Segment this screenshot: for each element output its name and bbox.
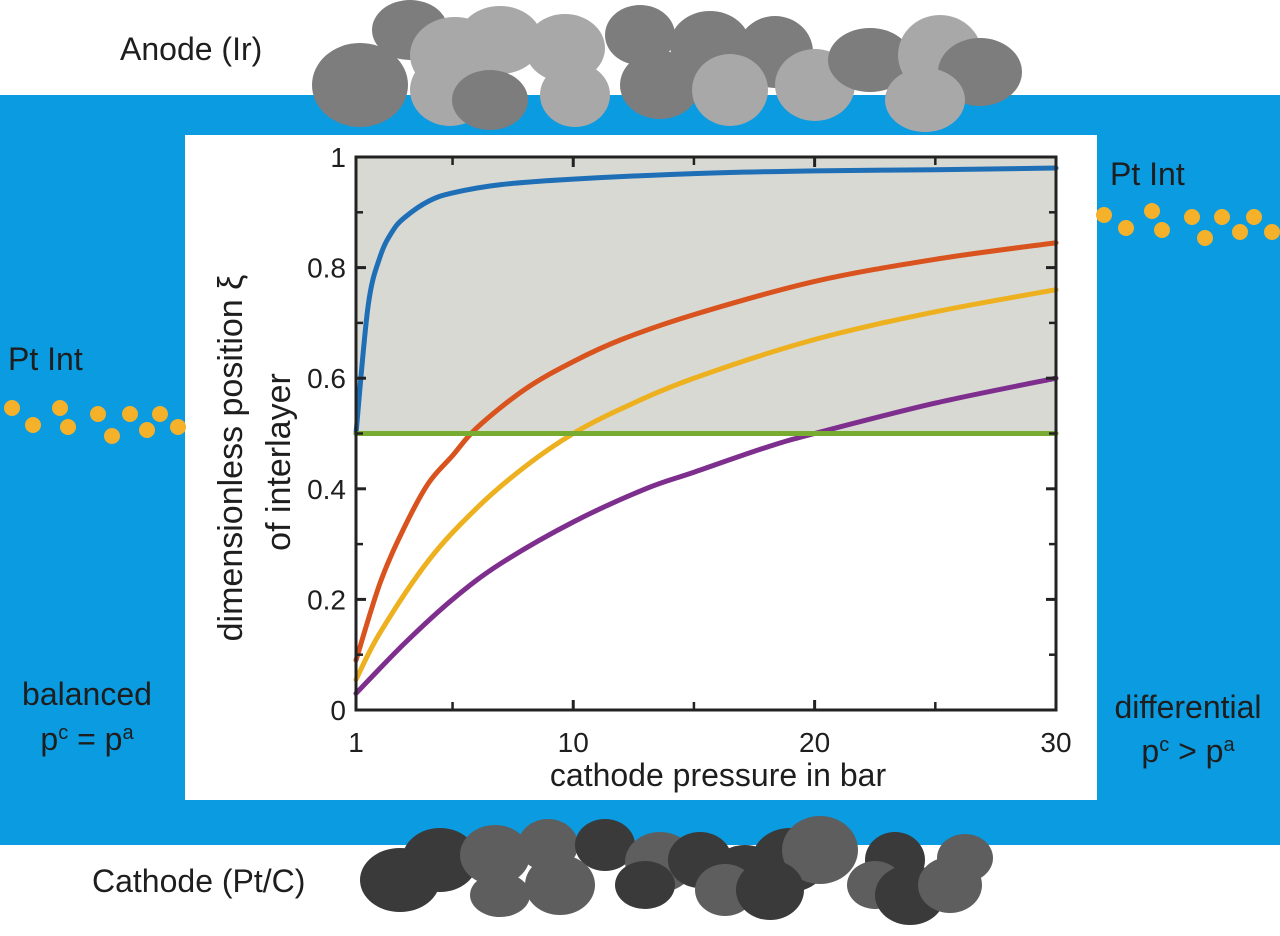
y-tick-label: 1 <box>330 142 346 173</box>
x-tick-label: 1 <box>348 727 364 758</box>
pt-dot <box>52 400 68 416</box>
series-line-orange <box>353 240 1059 663</box>
pt-dot <box>25 417 41 433</box>
chart: 0 0.2 0.4 0.6 0.8 1 1 10 20 30 cathode pressure i… <box>212 142 1072 793</box>
differential-equation: pc > pa <box>1141 733 1235 769</box>
balanced-label: balanced <box>22 676 152 712</box>
series-line-purple <box>353 375 1059 696</box>
anode-particle <box>312 43 408 127</box>
shaded-region <box>356 157 1056 434</box>
pt-dot <box>4 400 20 416</box>
cathode-particle <box>782 816 858 884</box>
y-tick-label: 0.2 <box>307 584 346 615</box>
pt-dot <box>139 422 155 438</box>
anode-particle <box>828 28 912 92</box>
cathode-particle <box>525 855 595 915</box>
series-line-blue <box>353 165 1059 436</box>
cathode-particle <box>918 857 982 913</box>
cathode-particle <box>575 819 635 871</box>
anode-particle <box>452 70 528 130</box>
y-axis-label-line1: dimensionless position ξ <box>212 275 250 642</box>
pt-dot <box>152 406 168 422</box>
pt-dot <box>1096 207 1112 223</box>
balanced-equation: pc = pa <box>40 721 134 757</box>
cathode-label: Cathode (Pt/C) <box>92 863 305 899</box>
y-tick-label: 0 <box>330 695 346 726</box>
anode-particles <box>312 0 1022 132</box>
anode-particle <box>692 54 768 126</box>
anode-particle <box>605 5 675 65</box>
cathode-particle <box>460 825 530 885</box>
pt-interlayer-left-dots <box>4 400 186 444</box>
pt-interlayer-right-dots <box>1096 203 1280 246</box>
anode-label: Anode (Ir) <box>120 31 262 67</box>
pt-dot <box>104 428 120 444</box>
x-tick-label: 20 <box>799 727 830 758</box>
y-tick-label: 0.6 <box>307 363 346 394</box>
series-layer <box>353 165 1059 696</box>
pt-dot <box>1197 230 1213 246</box>
pt-dot <box>60 419 76 435</box>
differential-label: differential <box>1114 689 1261 725</box>
anode-particle <box>620 51 700 119</box>
pt-dot <box>90 406 106 422</box>
pt-dot <box>1214 209 1230 225</box>
pt-dot <box>1184 209 1200 225</box>
pt-dot <box>1144 203 1160 219</box>
pt-dot <box>1232 224 1248 240</box>
pt-dot <box>122 406 138 422</box>
series-line-yellow <box>353 287 1059 683</box>
cathode-particle <box>615 861 675 909</box>
plot-frame <box>354 155 1058 712</box>
pt-dot <box>1154 222 1170 238</box>
pt-dot <box>170 419 186 435</box>
cathode-particle <box>402 828 478 892</box>
cathode-particles <box>360 816 993 925</box>
y-tick-label: 0.4 <box>307 474 346 505</box>
pt-dot <box>1118 220 1134 236</box>
anode-particle <box>540 63 610 127</box>
cathode-particle <box>736 860 804 920</box>
anode-particle <box>885 68 965 132</box>
pt-int-left-label: Pt Int <box>8 341 83 377</box>
pt-int-right-label: Pt Int <box>1110 156 1185 192</box>
pt-dot <box>1264 224 1280 240</box>
pt-dot <box>1246 209 1262 225</box>
y-tick-label: 0.8 <box>307 253 346 284</box>
y-axis-label-line2: of interlayer <box>260 373 298 551</box>
x-tick-label: 30 <box>1040 727 1071 758</box>
cathode-particle <box>470 873 530 917</box>
x-axis-label: cathode pressure in bar <box>550 757 887 793</box>
anode-particle <box>458 6 542 74</box>
x-tick-label: 10 <box>558 727 589 758</box>
